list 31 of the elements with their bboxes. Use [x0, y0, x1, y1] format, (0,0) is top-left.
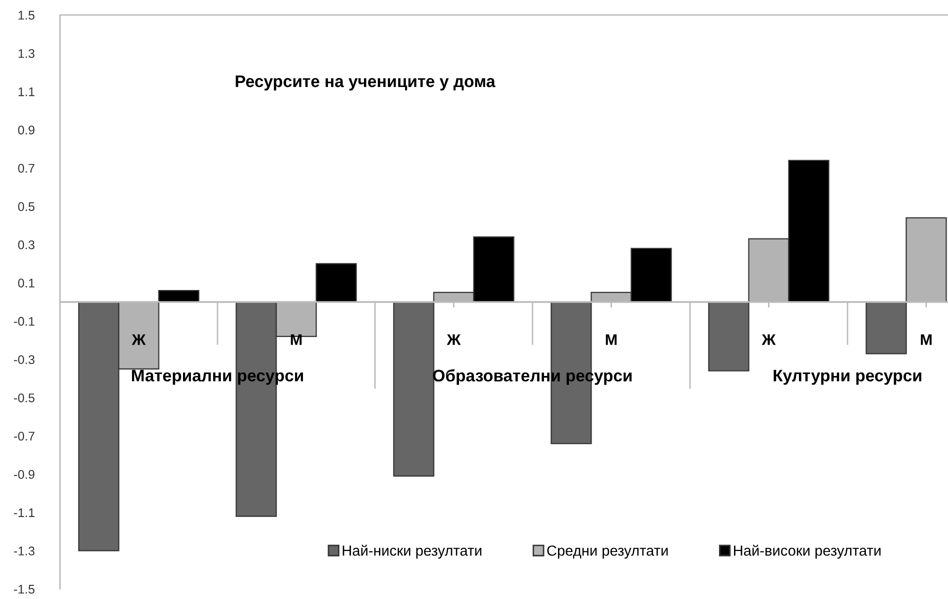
x-tick-label: Ж — [132, 334, 146, 345]
legend-label: Средни резултати — [547, 545, 668, 559]
y-tick-label: 1.3 — [18, 49, 34, 58]
bar — [708, 301, 750, 372]
legend-label: Най-ниски резултати — [342, 544, 482, 559]
x-tick-label: М — [920, 334, 932, 345]
y-tick-label: 0.3 — [18, 240, 34, 250]
y-tick-label: 1.1 — [18, 87, 34, 96]
legend-label: Най-високи резултати — [734, 544, 881, 559]
x-tick-label: М — [290, 334, 302, 345]
x-tick-label: Ж — [762, 334, 776, 345]
annotation: Културни ресурси — [774, 370, 922, 385]
bar — [866, 301, 907, 354]
y-tick-label: -0.9 — [14, 470, 34, 479]
x-tick-label: М — [606, 334, 617, 345]
y-tick-label: -0.3 — [14, 355, 34, 364]
bar — [316, 263, 357, 303]
y-tick-label: 0.7 — [18, 164, 34, 173]
y-tick-label: -1.5 — [14, 584, 34, 594]
y-tick-label: -1.3 — [14, 546, 34, 556]
y-tick-label: -0.7 — [14, 432, 34, 441]
y-tick-label: -0.1 — [14, 316, 34, 326]
y-tick-label: 0.5 — [18, 202, 34, 211]
text: Ресурсите на учениците у дома — [236, 76, 496, 90]
y-tick-label: 1.5 — [18, 10, 34, 20]
y-tick-label: 0.9 — [18, 126, 34, 134]
y-tick-label: 0.1 — [18, 278, 34, 288]
y-tick-label: -0.5 — [14, 393, 34, 402]
y-tick-label: -1.1 — [14, 508, 34, 517]
bar — [393, 301, 434, 477]
x-tick-label: Ж — [446, 334, 461, 345]
